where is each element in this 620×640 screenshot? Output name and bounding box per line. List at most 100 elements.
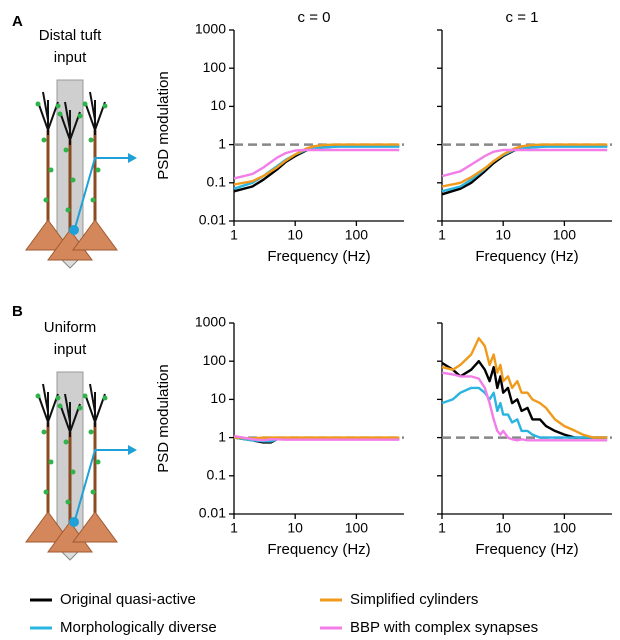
dendrite-tuft [37, 91, 59, 135]
x-tick-label: 1 [438, 227, 446, 243]
y-tick-label: 10 [210, 390, 226, 406]
x-tick-label: 10 [495, 227, 511, 243]
synapse [77, 113, 83, 119]
chart-title: c = 0 [298, 9, 331, 26]
x-tick-label: 100 [553, 227, 577, 243]
series-line [233, 436, 400, 440]
series-line [441, 337, 608, 439]
series-line [441, 144, 608, 196]
series-line [441, 371, 608, 442]
y-axis-label: PSD modulation [155, 364, 172, 472]
dendrite-tuft [84, 91, 106, 135]
synapse [82, 101, 88, 107]
y-tick-label: 1 [218, 428, 226, 444]
synapse [65, 207, 71, 213]
arrow-head [128, 153, 137, 163]
dendrite-tuft [37, 383, 59, 427]
legend-label: BBP with complex synapses [350, 619, 538, 636]
chart-panel: 1 10 100 Frequency (Hz) [437, 322, 612, 558]
y-tick-label: 0.1 [207, 467, 227, 483]
neuron-illustration [25, 79, 137, 269]
synapse [88, 137, 94, 143]
axis-line [233, 30, 404, 222]
synapse [77, 405, 83, 411]
chart-panel: 1 10 100 c = 1 Frequency (Hz) [437, 9, 612, 265]
synapse [65, 499, 71, 505]
synapse [95, 167, 101, 173]
chart-title: c = 1 [506, 9, 539, 26]
x-tick-label: 1 [438, 520, 446, 536]
synapse [70, 177, 76, 183]
y-tick-label: 100 [203, 59, 227, 75]
x-tick-label: 10 [287, 520, 303, 536]
recording-arrow [74, 157, 128, 229]
synapse [90, 489, 96, 495]
synapse [41, 429, 47, 435]
legend-label: Morphologically diverse [60, 619, 217, 636]
synapse [63, 439, 69, 445]
series-line [441, 148, 608, 178]
series-line [441, 386, 608, 439]
y-tick-label: 0.1 [207, 174, 227, 190]
panel-label: B [12, 303, 23, 320]
x-tick-label: 100 [345, 520, 369, 536]
soma [72, 219, 118, 251]
x-axis-label: Frequency (Hz) [267, 541, 370, 558]
series-line [441, 143, 608, 188]
recording-arrow [74, 449, 128, 521]
axis-line [441, 323, 612, 515]
soma [25, 511, 71, 543]
y-tick-label: 10 [210, 97, 226, 113]
x-tick-label: 1 [230, 520, 238, 536]
series-line [233, 144, 400, 193]
series-line [233, 148, 400, 180]
synapse [43, 197, 49, 203]
x-axis-label: Frequency (Hz) [475, 248, 578, 265]
x-tick-label: 100 [345, 227, 369, 243]
synapse [102, 395, 108, 401]
series-line [233, 143, 400, 186]
electrode [69, 225, 79, 235]
synapse [55, 103, 61, 109]
x-axis-label: Frequency (Hz) [475, 541, 578, 558]
input-label: Distal tuft [39, 27, 102, 44]
synapse [48, 167, 54, 173]
synapse [43, 489, 49, 495]
synapse [90, 197, 96, 203]
x-tick-label: 10 [287, 227, 303, 243]
synapse [55, 395, 61, 401]
x-tick-label: 10 [495, 520, 511, 536]
dendrite-tuft [59, 101, 81, 145]
dendrite-tuft [84, 383, 106, 427]
x-tick-label: 100 [553, 520, 577, 536]
chart-panel: 0.01 0.1 1 10 100 1000 1 10 100 Frequency (Hz) PSD… [155, 314, 404, 558]
synapse [48, 459, 54, 465]
y-tick-label: 1 [218, 135, 226, 151]
y-tick-label: 1000 [195, 21, 226, 37]
y-tick-label: 0.01 [199, 505, 226, 521]
chart-panel: 0.01 0.1 1 10 100 1000 1 10 100 c = 0 Frequency (H… [155, 9, 404, 265]
electrode [69, 517, 79, 527]
synapse [102, 103, 108, 109]
synapse [57, 111, 63, 117]
arrow-head [128, 445, 137, 455]
synapse [63, 147, 69, 153]
x-axis-label: Frequency (Hz) [267, 248, 370, 265]
dendrite-tuft [59, 393, 81, 437]
panel-label: A [12, 13, 23, 30]
legend-label: Simplified cylinders [350, 591, 478, 608]
input-label: input [54, 341, 87, 358]
soma [25, 219, 71, 251]
y-axis-label: PSD modulation [155, 71, 172, 179]
y-tick-label: 0.01 [199, 212, 226, 228]
axis-line [441, 30, 612, 222]
series-line [441, 360, 608, 439]
synapse [41, 137, 47, 143]
y-tick-label: 100 [203, 352, 227, 368]
input-label: Uniform [44, 319, 97, 336]
soma [72, 511, 118, 543]
synapse [95, 459, 101, 465]
series-line [233, 434, 400, 442]
y-tick-label: 1000 [195, 314, 226, 330]
